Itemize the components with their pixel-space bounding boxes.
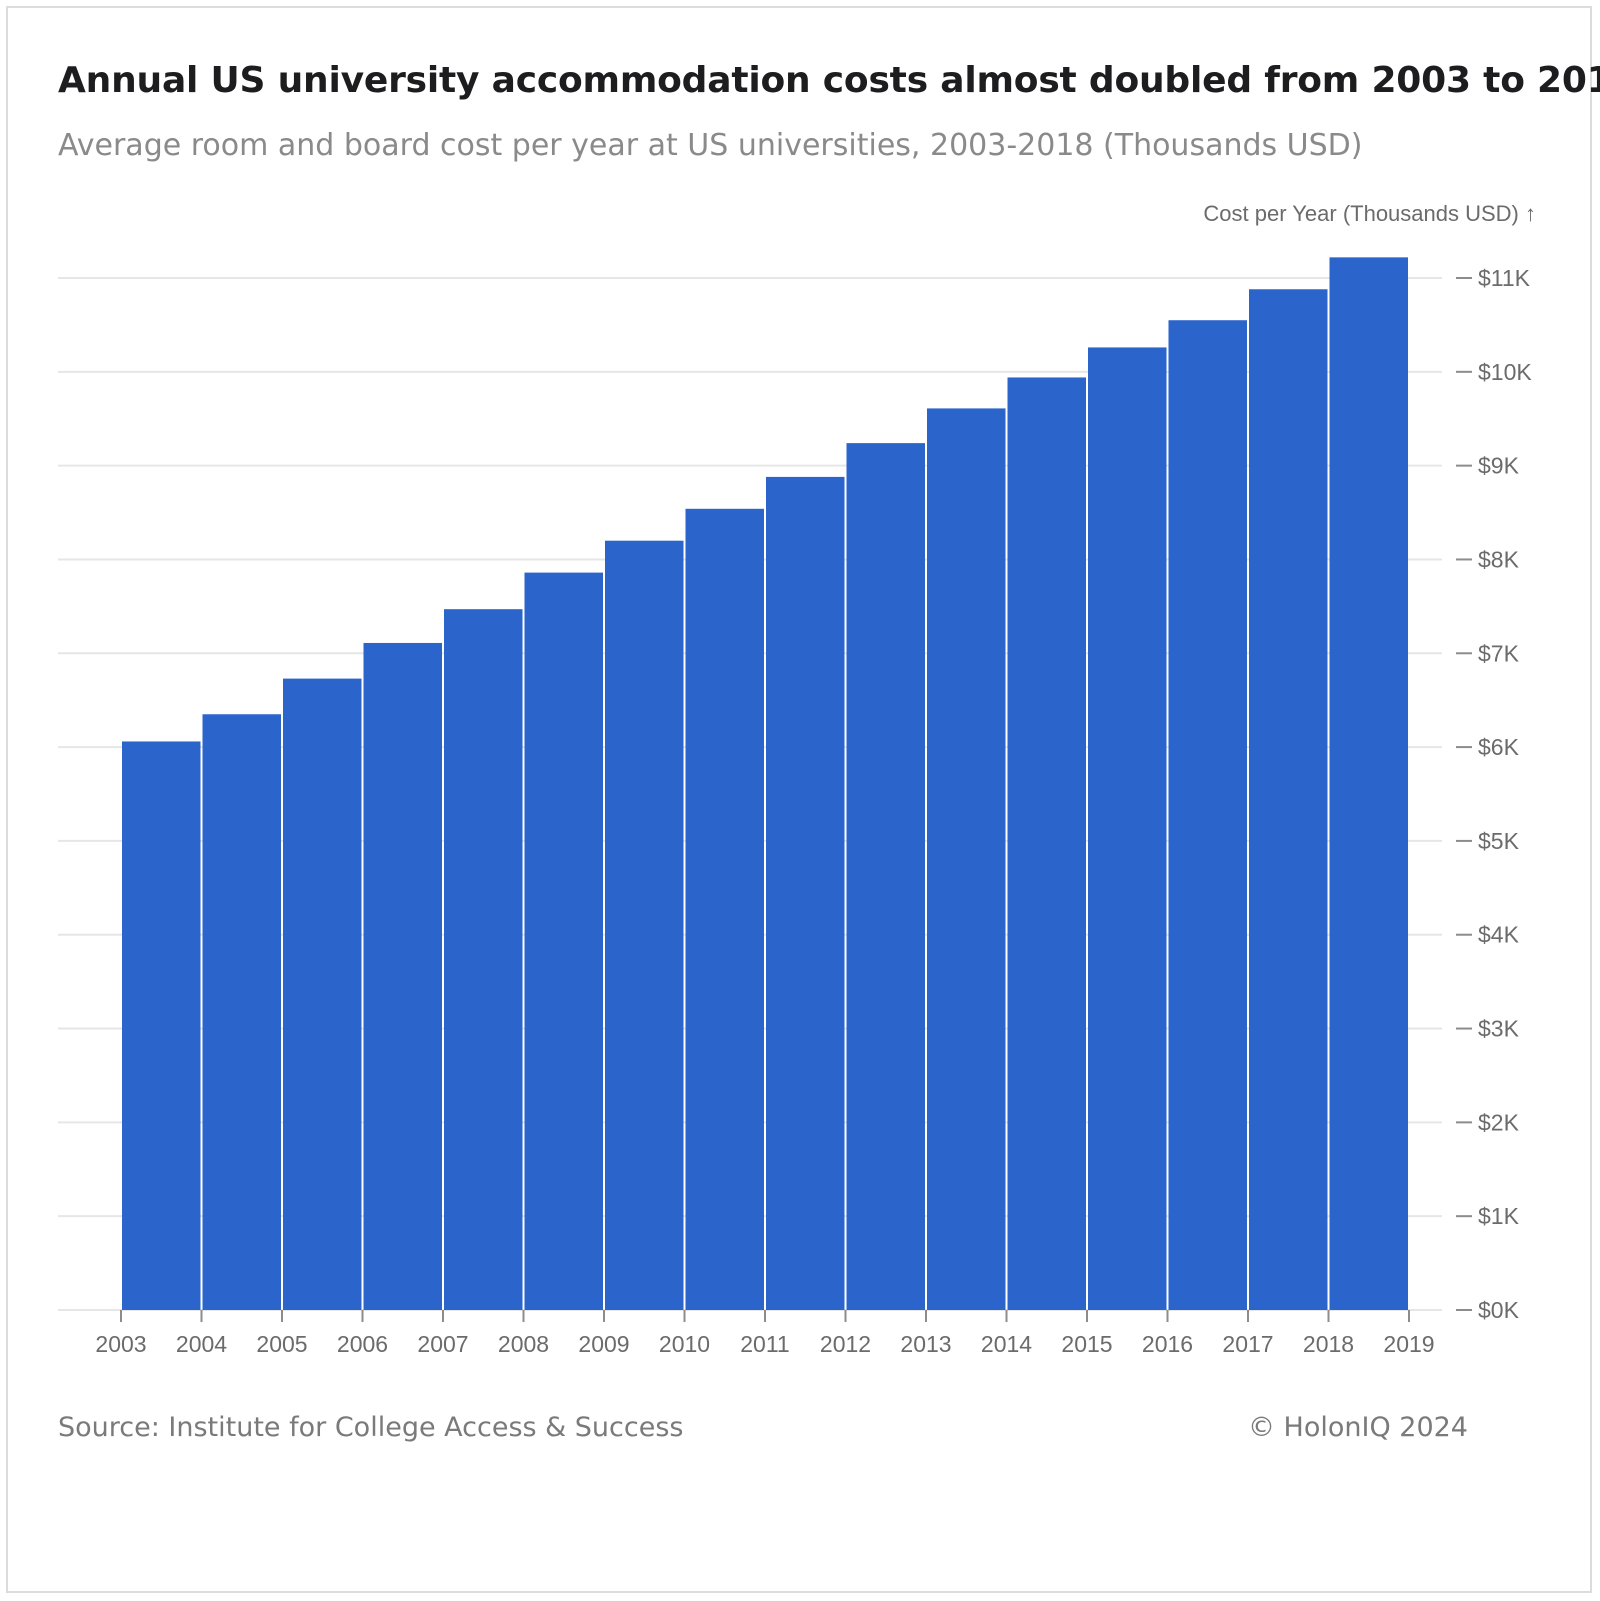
x-tick-label: 2005 — [256, 1331, 307, 1357]
bar-2008[interactable] — [524, 572, 604, 1310]
chart-title: Annual US university accommodation costs… — [58, 60, 1600, 101]
x-tick-label: 2012 — [820, 1331, 871, 1357]
source-note: Source: Institute for College Access & S… — [58, 1412, 684, 1443]
bar-2005[interactable] — [283, 678, 362, 1310]
bar-2013[interactable] — [927, 408, 1006, 1310]
x-tick-label: 2010 — [659, 1331, 710, 1357]
x-tick-label: 2018 — [1303, 1331, 1354, 1357]
bar-2018[interactable] — [1329, 257, 1409, 1310]
bar-2014[interactable] — [1007, 377, 1087, 1310]
x-tick-label: 2017 — [1222, 1331, 1273, 1357]
x-tick-label: 2014 — [981, 1331, 1032, 1357]
copyright-note: © HolonIQ 2024 — [1247, 1412, 1468, 1443]
y-tick-label: $1K — [1478, 1203, 1520, 1229]
y-tick-label: $4K — [1478, 922, 1520, 948]
x-tick-label: 2008 — [498, 1331, 549, 1357]
bar-2003[interactable] — [122, 741, 201, 1310]
y-tick-label: $9K — [1478, 453, 1520, 479]
y-tick-label: $7K — [1478, 640, 1520, 666]
y-tick-label: $5K — [1478, 828, 1520, 854]
y-tick-label: $11K — [1478, 265, 1531, 291]
bar-2015[interactable] — [1088, 347, 1167, 1311]
x-tick-label: 2019 — [1383, 1331, 1434, 1357]
x-tick-label: 2011 — [740, 1331, 789, 1357]
y-tick-label: $6K — [1478, 734, 1520, 760]
chart-subtitle: Average room and board cost per year at … — [58, 128, 1363, 163]
bar-2006[interactable] — [363, 642, 443, 1310]
bar-2004[interactable] — [202, 714, 282, 1310]
x-tick-label: 2007 — [417, 1331, 468, 1357]
x-tick-label: 2003 — [95, 1331, 146, 1357]
bar-2012[interactable] — [846, 443, 926, 1310]
x-tick-label: 2004 — [176, 1331, 227, 1357]
bar-2009[interactable] — [605, 540, 684, 1310]
bar-2016[interactable] — [1168, 320, 1248, 1311]
x-tick-label: 2009 — [578, 1331, 629, 1357]
y-tick-label: $3K — [1478, 1016, 1520, 1042]
y-tick-label: $10K — [1478, 359, 1532, 385]
bar-2011[interactable] — [766, 476, 845, 1310]
axes: $0K $1K $2K $3K $4K $5K $6K $7K $8K $9K $10K $11K 20… — [95, 265, 1532, 1357]
x-tick-label: 2016 — [1142, 1331, 1193, 1357]
y-axis-label: Cost per Year (Thousands USD) ↑ — [1203, 201, 1536, 226]
y-tick-label: $2K — [1478, 1109, 1520, 1135]
x-tick-label: 2015 — [1061, 1331, 1112, 1357]
x-tick-label: 2006 — [337, 1331, 388, 1357]
bar-2007[interactable] — [444, 609, 523, 1310]
y-tick-label: $0K — [1478, 1297, 1520, 1323]
bars — [122, 257, 1409, 1311]
x-tick-label: 2013 — [900, 1331, 951, 1357]
y-tick-label: $8K — [1478, 546, 1520, 572]
bar-2017[interactable] — [1249, 289, 1328, 1310]
bar-2010[interactable] — [685, 508, 765, 1310]
